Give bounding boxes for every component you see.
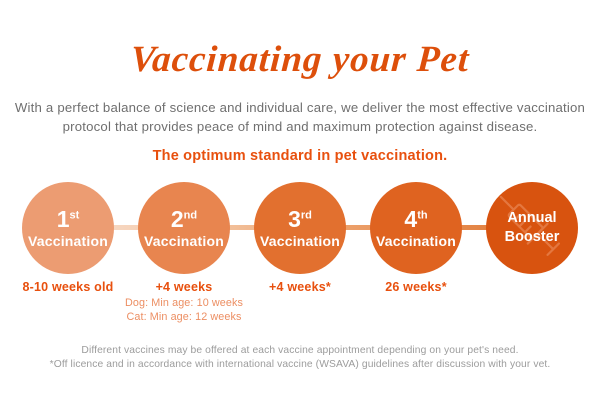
step-number-value: 1 bbox=[56, 205, 70, 232]
step-ordinal: nd bbox=[183, 208, 198, 221]
syringe-icon bbox=[499, 195, 560, 256]
step-label: Vaccination bbox=[143, 232, 224, 249]
timeline-step-4th-vaccination: 4th Vaccination bbox=[370, 182, 462, 274]
step-number: 2nd bbox=[170, 205, 198, 232]
step-label: Vaccination bbox=[375, 232, 456, 249]
step-note-2: +4 weeks Dog: Min age: 10 weeks Cat: Min… bbox=[109, 280, 259, 323]
note-text: +4 weeks bbox=[155, 280, 213, 294]
timeline-step-3rd-vaccination: 3rd Vaccination bbox=[254, 182, 346, 274]
timeline-step-1st-vaccination: 1st Vaccination bbox=[22, 182, 114, 274]
tagline-text: The optimum standard in pet vaccination. bbox=[152, 148, 448, 164]
step-number-value: 4 bbox=[404, 205, 418, 232]
step-note-3: +4 weeks* bbox=[225, 280, 375, 294]
step-number: 4th bbox=[404, 205, 428, 232]
step-label: Vaccination bbox=[27, 232, 108, 249]
step-note-1: 8-10 weeks old bbox=[0, 280, 143, 294]
note-text: +4 weeks* bbox=[269, 280, 331, 294]
step-ordinal: th bbox=[417, 208, 428, 221]
timeline-step-2nd-vaccination: 2nd Vaccination bbox=[138, 182, 230, 274]
footnotes: Different vaccines may be offered at eac… bbox=[20, 344, 580, 373]
note-text: 26 weeks* bbox=[385, 280, 447, 294]
step-label-line2: Booster bbox=[504, 229, 560, 245]
timeline-step-annual-booster: Annual Booster bbox=[486, 182, 578, 274]
step-number-value: 3 bbox=[288, 205, 301, 232]
footnote-line-2: *Off licence and in accordance with inte… bbox=[49, 359, 551, 371]
step-number: 1st bbox=[56, 205, 80, 232]
step-ordinal: st bbox=[69, 208, 80, 221]
step-number-value: 2 bbox=[170, 205, 184, 232]
step-note-4: 26 weeks* bbox=[341, 280, 491, 294]
footnote-line-1: Different vaccines may be offered at eac… bbox=[81, 345, 519, 356]
note-subtext-cat: Cat: Min age: 12 weeks bbox=[126, 311, 242, 323]
step-label: Vaccination bbox=[259, 232, 340, 249]
step-label-line1: Annual bbox=[507, 210, 557, 227]
intro-text: With a perfect balance of science and in… bbox=[14, 100, 586, 135]
note-text: 8-10 weeks old bbox=[22, 280, 114, 294]
step-ordinal: rd bbox=[300, 208, 312, 221]
step-number: 3rd bbox=[288, 205, 312, 232]
page-title: Vaccinating your Pet bbox=[129, 39, 471, 80]
note-subtext-dog: Dog: Min age: 10 weeks bbox=[124, 296, 244, 309]
